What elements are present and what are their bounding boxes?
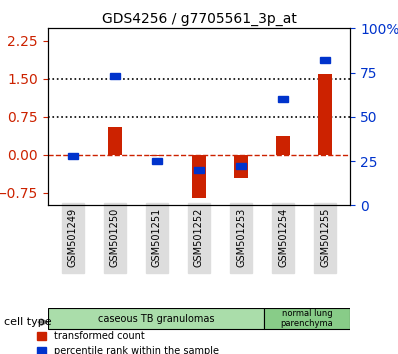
- FancyBboxPatch shape: [278, 96, 288, 102]
- Bar: [318, 74, 332, 155]
- Legend: transformed count, percentile rank within the sample: transformed count, percentile rank withi…: [37, 331, 219, 354]
- FancyBboxPatch shape: [194, 167, 204, 173]
- FancyBboxPatch shape: [48, 308, 264, 329]
- Bar: [107, 127, 122, 155]
- Bar: [150, 155, 164, 156]
- Text: cell type: cell type: [4, 317, 52, 327]
- Bar: [276, 136, 291, 155]
- Title: GDS4256 / g7705561_3p_at: GDS4256 / g7705561_3p_at: [101, 12, 297, 26]
- FancyBboxPatch shape: [320, 57, 330, 63]
- FancyBboxPatch shape: [152, 158, 162, 164]
- Bar: [234, 155, 248, 177]
- Bar: [192, 155, 206, 198]
- FancyBboxPatch shape: [68, 153, 78, 159]
- Bar: [66, 155, 80, 156]
- Text: normal lung
parenchyma: normal lung parenchyma: [281, 309, 334, 328]
- Text: caseous TB granulomas: caseous TB granulomas: [98, 314, 214, 324]
- FancyBboxPatch shape: [236, 163, 246, 170]
- FancyBboxPatch shape: [110, 73, 120, 79]
- FancyBboxPatch shape: [264, 308, 350, 329]
